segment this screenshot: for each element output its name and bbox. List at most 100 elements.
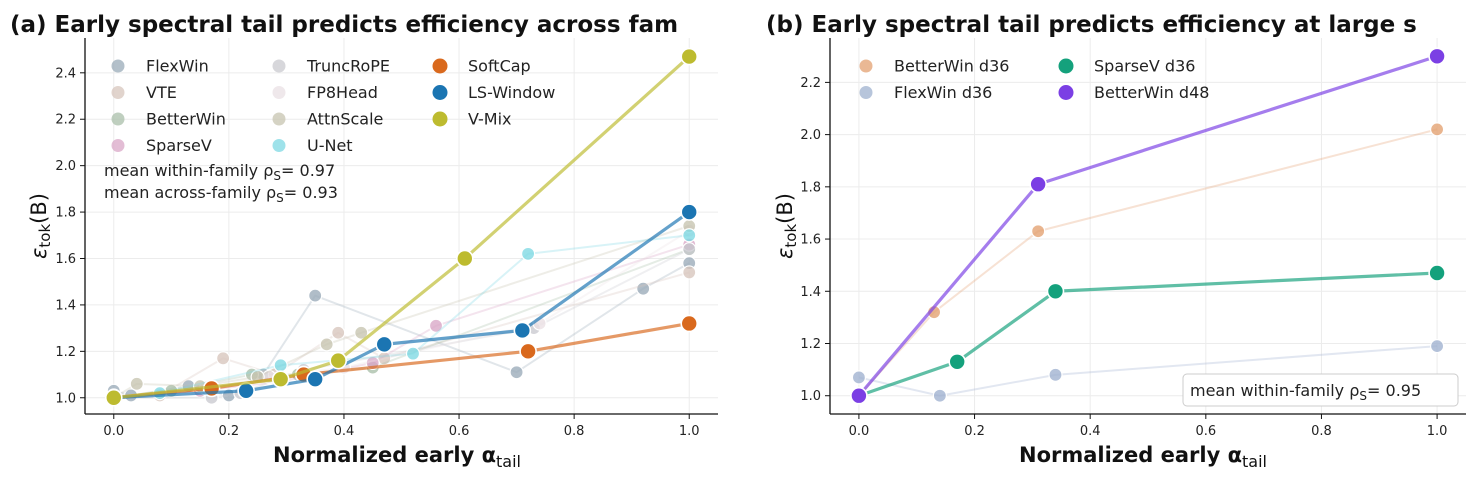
panel-b-legend-item-sparsev-d36: SparseV d36	[1058, 57, 1195, 76]
panel-a-legend-item-u-net: U-Net	[272, 136, 353, 155]
panel-a-y-label-main: ε	[27, 248, 51, 259]
panel-a-data-point-ls-window	[306, 370, 324, 388]
panel-b-legend-label: BetterWin d36	[894, 57, 1009, 76]
panel-b-legend-marker	[859, 86, 873, 99]
panel-a-data-point-vte	[216, 351, 231, 366]
panel-a-legend-marker	[432, 58, 448, 74]
panel-a-data-point-v-mix	[271, 370, 290, 388]
panel-b-data-point-flexwin-d36	[1048, 367, 1063, 382]
panel-b-legend-label: SparseV d36	[1094, 57, 1195, 76]
panel-a-legend-item-flexwin: FlexWin	[111, 57, 209, 76]
panel-b-x-label-main: Normalized early α	[1019, 443, 1242, 467]
panel-a-y-tick-label: 1.6	[55, 252, 76, 267]
panel-a-legend-item-fp8head: FP8Head	[272, 83, 378, 102]
panel-b-series-line-betterwin-d36	[858, 128, 1438, 397]
panel-a-x-tick-label: 0.2	[219, 424, 240, 439]
panel-a-data-point-flexwin	[509, 365, 524, 380]
panel-a-legend-marker	[272, 59, 286, 73]
panel-a-series-fp8head	[106, 223, 697, 405]
panel-a-x-tick-label: 0.8	[564, 424, 585, 439]
panel-b-y-tick-label: 1.4	[800, 285, 821, 300]
panel-b-series-betterwin-d48	[850, 47, 1446, 405]
panel-a-y-tick-label: 1.8	[55, 206, 76, 221]
panel-a-y-tick-label: 2.2	[55, 113, 76, 128]
panel-a-data-point-softcap	[519, 342, 537, 361]
panel-a-series-line-vte	[113, 271, 690, 397]
panel-a-legend-marker	[111, 139, 125, 152]
panel-b-y-label: εtok(B)	[773, 193, 800, 259]
panel-b-x-tick-label: 0.2	[964, 424, 985, 439]
panel-a-annotation-within-sub: S	[273, 169, 281, 183]
panel-b-series-betterwin-d36	[851, 122, 1445, 403]
panel-a-y-tick-label: 2.0	[55, 159, 76, 174]
panel-b-x-tick-label: 0.4	[1080, 424, 1101, 439]
panel-a-legend-item-sparsev: SparseV	[111, 136, 212, 155]
panel-a-annotation-across-value: = 0.93	[284, 183, 338, 202]
panel-a-data-point-u-net	[520, 246, 536, 261]
panel-b-data-point-betterwin-d36	[1031, 224, 1046, 239]
panel-b-data-point-flexwin-d36	[932, 388, 947, 403]
panel-a-data-point-sparsev	[428, 318, 444, 333]
panel-b-series-line-betterwin-d48	[857, 54, 1438, 397]
panel-a-data-point-v-mix	[680, 47, 699, 66]
panel-a-annotation-within-text: mean within-family ρ	[104, 161, 273, 180]
panel-b-y-label-sub: tok	[782, 224, 800, 248]
panel-b-y-tick-label: 1.0	[800, 389, 821, 404]
panel-a-series-line-flexwin	[113, 262, 690, 397]
panel-b-legend-item-betterwin-d48: BetterWin d48	[1058, 83, 1209, 102]
panel-a-y-tick-label: 1.0	[55, 391, 76, 406]
panel-b-y-label-main: ε	[773, 248, 797, 259]
panel-b-data-point-sparsev-d36	[1428, 264, 1446, 282]
panel-b-ticks: 0.0 0.2 0.4 0.6 0.8 1.0 1.0 1.2 1.4 1.6 1.8 2.0 2.2	[800, 76, 1447, 439]
panel-a-legend-label: AttnScale	[307, 110, 383, 129]
panel-a-data-point-flexwin	[308, 288, 323, 303]
panel-b-y-tick-label: 1.2	[800, 337, 821, 352]
panel-b-axes	[829, 38, 1466, 415]
panel-b-data-point-betterwin-d48	[850, 386, 868, 405]
panel-a-legend-item-vte: VTE	[111, 83, 177, 102]
panel-b-x-label-sub: tail	[1242, 452, 1267, 471]
panel-b-legend-label: BetterWin d48	[1094, 83, 1209, 102]
panel-a-data-point-vte	[331, 325, 346, 340]
panel-b-data-point-betterwin-d48	[1029, 175, 1047, 194]
panel-a-data-point-v-mix	[455, 249, 474, 268]
panel-b-series-flexwin-d36	[851, 339, 1445, 403]
panel-a-ticks: 0.0 0.2 0.4 0.6 0.8 1.0 1.0 1.2 1.4 1.6 1.8 2.0 2.2 2…	[55, 66, 699, 439]
panel-b-data-point-betterwin-d36	[1429, 122, 1445, 137]
panel-b-data-point-flexwin-d36	[1429, 339, 1445, 354]
panel-b-data-point-betterwin-d48	[1428, 47, 1446, 66]
panel-b-annotation-within-text: mean within-family ρ	[1190, 381, 1359, 400]
panel-a-legend-item-truncrope: TruncRoPE	[272, 57, 390, 76]
panel-a-x-tick-label: 0.0	[103, 424, 124, 439]
panel-a-annotation-across-text: mean across-family ρ	[104, 183, 276, 202]
panel-b-series-line-flexwin-d36	[858, 345, 1438, 397]
panel-b-annotation-within-sub: S	[1359, 389, 1367, 403]
panel-a-series-truncrope	[106, 242, 697, 405]
panel-b-y-tick-label: 1.6	[800, 233, 821, 248]
panel-a: (a) Early spectral tail predicts efficie…	[10, 12, 718, 471]
panel-a-y-label-suffix: (B)	[27, 193, 51, 224]
panel-b-x-tick-label: 0.0	[849, 424, 870, 439]
panel-a-legend-label: TruncRoPE	[306, 57, 390, 76]
panel-a-data-point-truncrope	[682, 242, 697, 257]
panel-a-series-u-net	[106, 228, 697, 405]
title-mask	[726, 0, 766, 60]
panel-a-series	[104, 47, 699, 407]
panel-a-title: (a) Early spectral tail predicts efficie…	[10, 12, 678, 38]
panel-a-data-point-ls-window	[375, 335, 394, 354]
panel-b-data-point-sparsev-d36	[1046, 282, 1065, 301]
panel-a-data-point-attnscale	[129, 376, 144, 391]
panel-b-x-label: Normalized early αtail	[1019, 443, 1267, 471]
panel-a-legend-label: V-Mix	[468, 110, 512, 129]
panel-a-data-point-attnscale	[354, 325, 369, 340]
panel-a-legend-marker	[272, 86, 286, 99]
panel-b-data-point-flexwin-d36	[851, 370, 867, 385]
panel-a-legend-marker	[432, 85, 448, 100]
panel-a-annotation-across-sub: S	[276, 191, 284, 205]
panel-a-series-sparsev	[106, 237, 697, 405]
panel-b-y-tick-label: 2.0	[800, 128, 821, 143]
panel-a-annotation-within-value: = 0.97	[281, 161, 335, 180]
panel-b-legend-marker	[1058, 58, 1074, 74]
panel-a-y-tick-label: 1.4	[55, 298, 76, 313]
